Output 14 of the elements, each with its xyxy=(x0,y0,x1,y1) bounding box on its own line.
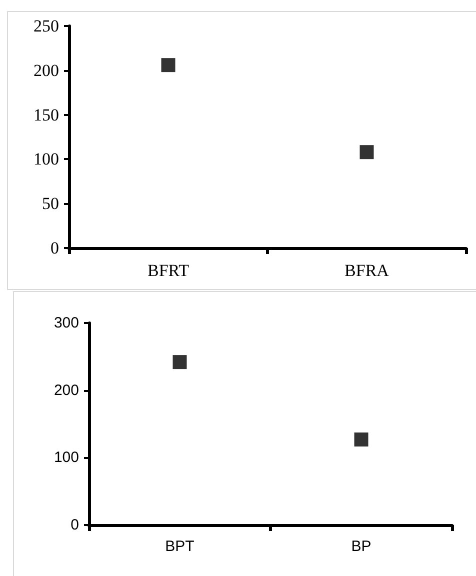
y-tick-label: 150 xyxy=(34,105,59,124)
y-tick-label: 200 xyxy=(54,382,79,399)
y-tick-label: 200 xyxy=(34,60,59,80)
x-tick-label: BFRT xyxy=(148,261,190,280)
x-tick-label: BPT xyxy=(165,538,194,555)
x-tick-label: BP xyxy=(351,538,372,555)
y-tick-label: 50 xyxy=(42,194,59,214)
x-tick-label: BFRA xyxy=(344,261,390,280)
y-tick-label: 250 xyxy=(34,16,59,36)
y-tick-label: 300 xyxy=(54,314,79,332)
y-tick-label: 100 xyxy=(34,150,59,169)
y-tick-label: 0 xyxy=(50,238,59,258)
y-tick-label: 0 xyxy=(70,516,79,534)
y-tick-label: 100 xyxy=(54,449,79,466)
